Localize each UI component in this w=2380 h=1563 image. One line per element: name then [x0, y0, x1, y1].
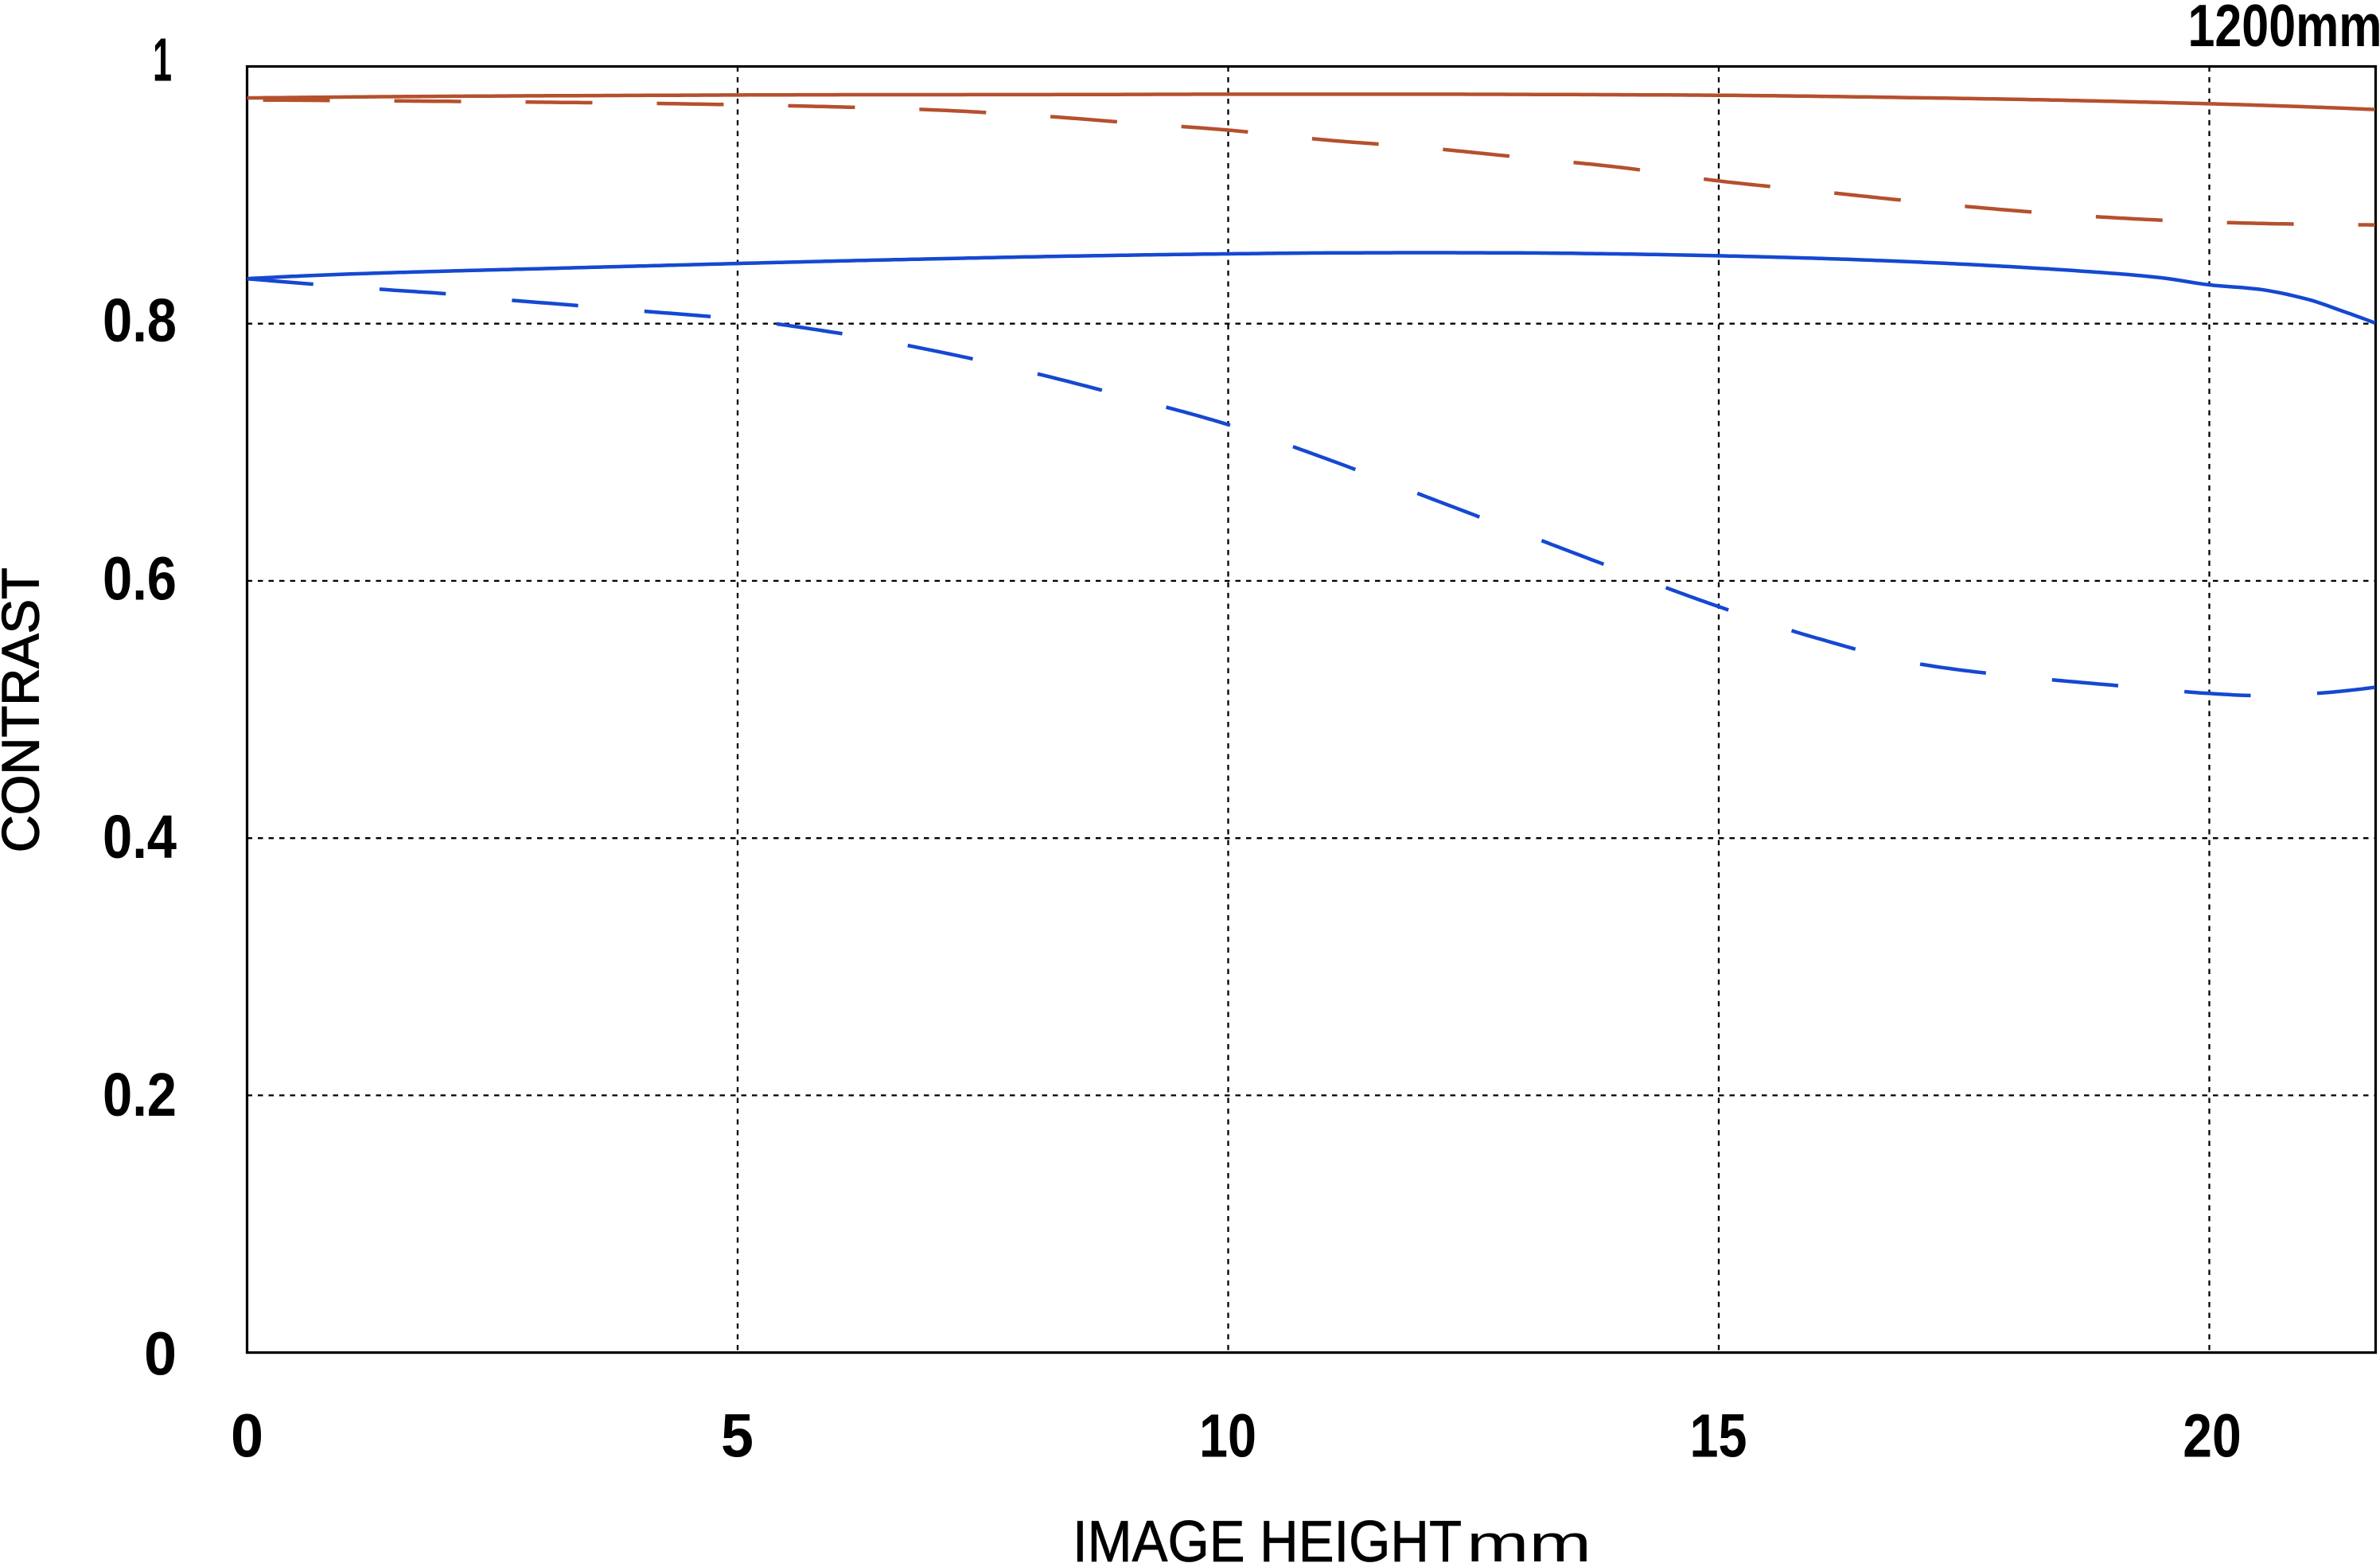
svg-text:0: 0: [231, 1402, 263, 1471]
svg-text:0.2: 0.2: [103, 1061, 177, 1129]
svg-text:0.4: 0.4: [103, 803, 177, 871]
svg-text:0.6: 0.6: [103, 545, 177, 614]
svg-text:20: 20: [2183, 1402, 2242, 1471]
svg-text:0: 0: [144, 1320, 177, 1389]
svg-text:IMAGE HEIGHT: IMAGE HEIGHT: [1073, 1509, 1462, 1563]
svg-text:10: 10: [1199, 1402, 1256, 1471]
svg-text:0.8: 0.8: [103, 286, 177, 355]
svg-text:1200mm: 1200mm: [2188, 0, 2380, 59]
svg-text:1: 1: [153, 26, 172, 95]
svg-text:5: 5: [721, 1402, 754, 1471]
svg-text:15: 15: [1690, 1402, 1747, 1471]
svg-text:mm: mm: [1467, 1514, 1591, 1563]
svg-text:CONTRAST: CONTRAST: [0, 567, 50, 852]
